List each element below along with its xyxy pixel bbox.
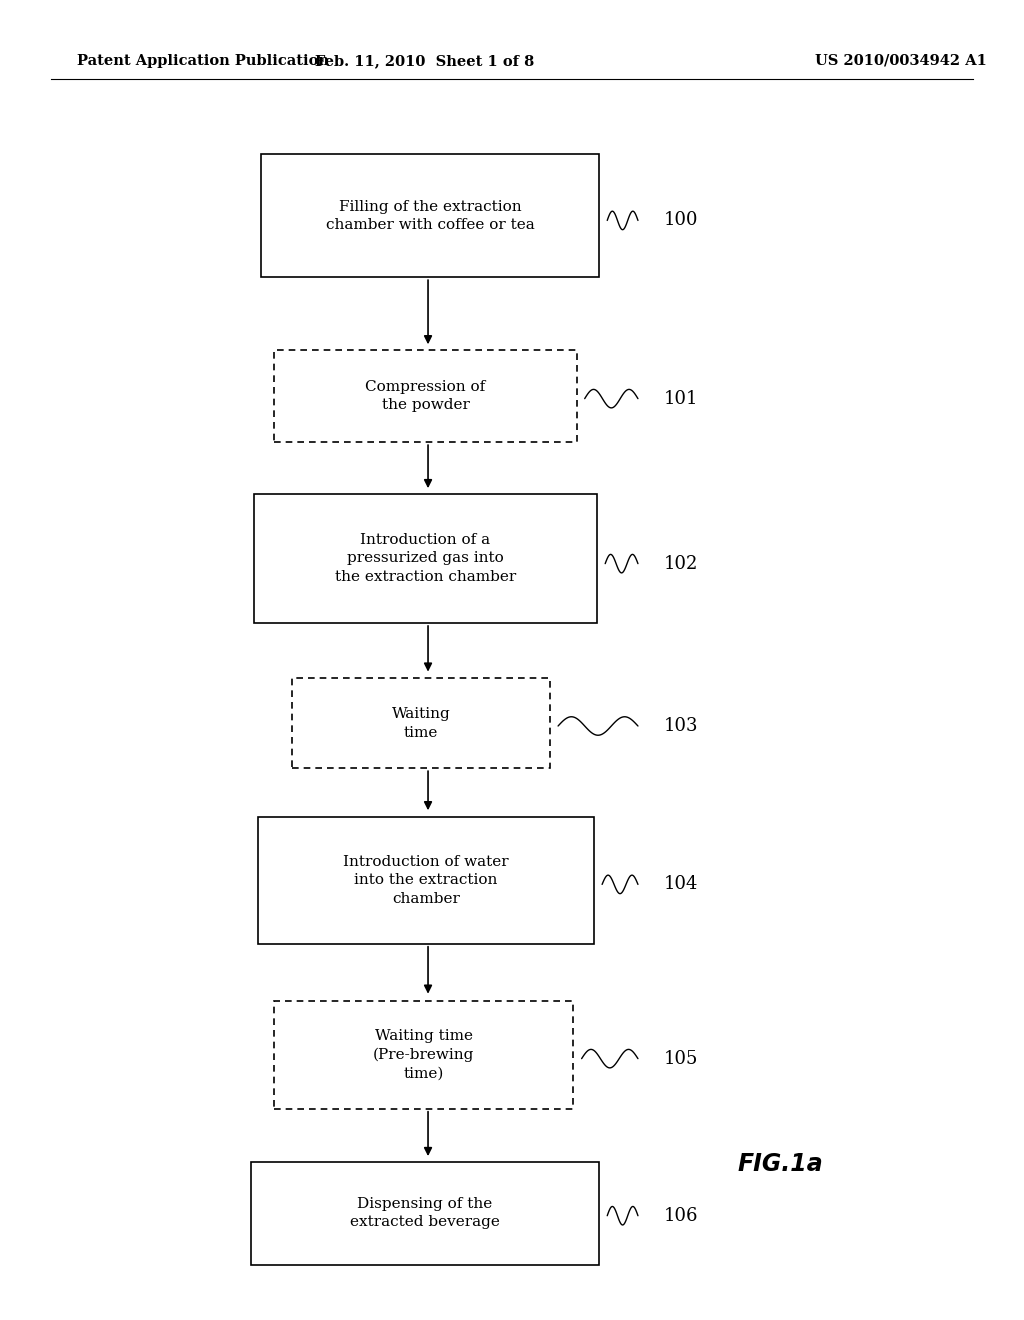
FancyBboxPatch shape	[261, 154, 599, 277]
Text: Introduction of a
pressurized gas into
the extraction chamber: Introduction of a pressurized gas into t…	[335, 533, 516, 583]
Text: Feb. 11, 2010  Sheet 1 of 8: Feb. 11, 2010 Sheet 1 of 8	[315, 54, 535, 67]
Text: 106: 106	[664, 1206, 698, 1225]
FancyBboxPatch shape	[274, 350, 577, 442]
Text: 105: 105	[664, 1049, 698, 1068]
Text: 100: 100	[664, 211, 698, 230]
Text: Dispensing of the
extracted beverage: Dispensing of the extracted beverage	[350, 1197, 500, 1229]
Text: Filling of the extraction
chamber with coffee or tea: Filling of the extraction chamber with c…	[326, 199, 535, 232]
FancyBboxPatch shape	[274, 1001, 573, 1109]
Text: Introduction of water
into the extraction
chamber: Introduction of water into the extractio…	[343, 855, 509, 906]
Text: FIG.1a: FIG.1a	[737, 1152, 823, 1176]
Text: Waiting time
(Pre-brewing
time): Waiting time (Pre-brewing time)	[374, 1030, 474, 1080]
Text: Waiting
time: Waiting time	[391, 708, 451, 739]
Text: Compression of
the powder: Compression of the powder	[366, 380, 485, 412]
Text: 102: 102	[664, 554, 698, 573]
Text: Patent Application Publication: Patent Application Publication	[77, 54, 329, 67]
Text: US 2010/0034942 A1: US 2010/0034942 A1	[815, 54, 987, 67]
Text: 101: 101	[664, 389, 698, 408]
Text: 103: 103	[664, 717, 698, 735]
Text: 104: 104	[664, 875, 698, 894]
FancyBboxPatch shape	[254, 494, 597, 623]
FancyBboxPatch shape	[292, 678, 550, 768]
FancyBboxPatch shape	[251, 1162, 599, 1265]
FancyBboxPatch shape	[258, 817, 594, 944]
